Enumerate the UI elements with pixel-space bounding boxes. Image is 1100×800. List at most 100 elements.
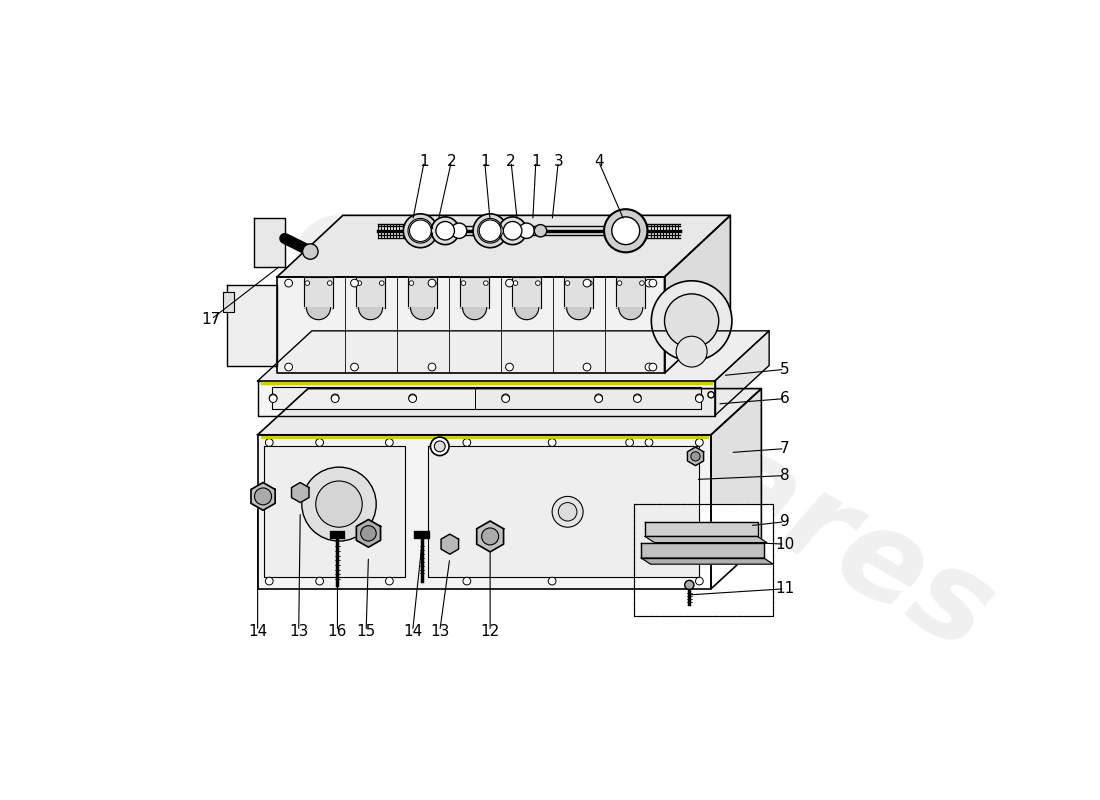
Circle shape (502, 394, 509, 402)
Polygon shape (257, 389, 761, 435)
Text: 2: 2 (506, 154, 516, 169)
Text: 4: 4 (594, 154, 604, 169)
Circle shape (684, 580, 694, 590)
Text: 6: 6 (780, 391, 790, 406)
Polygon shape (664, 215, 730, 373)
Circle shape (513, 281, 518, 286)
Polygon shape (688, 447, 704, 466)
Circle shape (536, 281, 540, 286)
Circle shape (634, 394, 641, 402)
Polygon shape (460, 277, 488, 308)
Circle shape (331, 394, 339, 402)
Circle shape (484, 281, 488, 286)
Circle shape (482, 528, 498, 545)
Circle shape (316, 481, 362, 527)
Circle shape (535, 225, 547, 237)
Circle shape (595, 394, 603, 402)
Circle shape (265, 578, 273, 585)
Circle shape (639, 281, 645, 286)
Circle shape (676, 336, 707, 367)
Circle shape (548, 438, 556, 446)
Text: 14: 14 (403, 624, 422, 638)
Circle shape (645, 279, 653, 287)
Circle shape (316, 438, 323, 446)
Circle shape (428, 279, 436, 287)
Text: 3: 3 (553, 154, 563, 169)
Circle shape (434, 441, 446, 452)
Circle shape (430, 437, 449, 455)
Text: a passion for parts since 1985: a passion for parts since 1985 (341, 353, 755, 609)
Circle shape (409, 394, 417, 402)
Text: 15: 15 (356, 624, 376, 638)
Circle shape (473, 214, 507, 248)
Circle shape (428, 363, 436, 371)
Circle shape (559, 502, 576, 521)
Polygon shape (441, 534, 459, 554)
Circle shape (409, 281, 414, 286)
Text: eurospares: eurospares (268, 177, 1014, 677)
Circle shape (431, 281, 436, 286)
Circle shape (565, 281, 570, 286)
Polygon shape (634, 504, 773, 616)
Circle shape (506, 279, 514, 287)
Polygon shape (257, 435, 711, 589)
Circle shape (285, 363, 293, 371)
Circle shape (506, 363, 514, 371)
Circle shape (351, 363, 359, 371)
Text: 2: 2 (447, 154, 456, 169)
Polygon shape (641, 542, 763, 558)
Circle shape (358, 281, 362, 286)
Circle shape (328, 281, 332, 286)
Circle shape (691, 452, 701, 461)
Polygon shape (277, 277, 664, 373)
Circle shape (305, 281, 309, 286)
Polygon shape (257, 381, 715, 415)
Circle shape (270, 394, 277, 402)
Circle shape (695, 394, 703, 402)
Text: 16: 16 (328, 624, 348, 638)
Circle shape (695, 394, 703, 402)
Circle shape (436, 222, 454, 240)
Circle shape (612, 217, 640, 245)
Polygon shape (645, 537, 767, 542)
Circle shape (463, 578, 471, 585)
Circle shape (583, 279, 591, 287)
Text: 12: 12 (481, 624, 499, 638)
Text: 13: 13 (289, 624, 308, 638)
Circle shape (498, 217, 527, 245)
Circle shape (331, 394, 339, 402)
Circle shape (409, 220, 431, 242)
Circle shape (351, 279, 359, 287)
Text: 7: 7 (780, 441, 790, 456)
Text: 5: 5 (780, 362, 790, 377)
Circle shape (502, 394, 509, 402)
Circle shape (480, 220, 501, 242)
Polygon shape (257, 331, 769, 381)
Polygon shape (356, 277, 385, 308)
Text: 17: 17 (201, 312, 221, 326)
Circle shape (461, 281, 465, 286)
Text: 13: 13 (430, 624, 450, 638)
Circle shape (695, 578, 703, 585)
Circle shape (301, 467, 376, 541)
Circle shape (385, 438, 394, 446)
Circle shape (604, 209, 648, 252)
Circle shape (285, 279, 293, 287)
Polygon shape (616, 277, 645, 308)
Circle shape (649, 363, 657, 371)
Circle shape (409, 394, 417, 402)
Text: 1: 1 (531, 154, 541, 169)
Circle shape (548, 578, 556, 585)
Circle shape (316, 578, 323, 585)
Polygon shape (254, 218, 285, 267)
Text: 9: 9 (780, 514, 790, 530)
Circle shape (695, 438, 703, 446)
Polygon shape (222, 292, 234, 311)
Circle shape (649, 279, 657, 287)
Circle shape (385, 578, 394, 585)
Polygon shape (305, 308, 333, 320)
Circle shape (431, 217, 459, 245)
Polygon shape (356, 519, 381, 547)
Circle shape (552, 496, 583, 527)
Text: 10: 10 (776, 537, 794, 552)
